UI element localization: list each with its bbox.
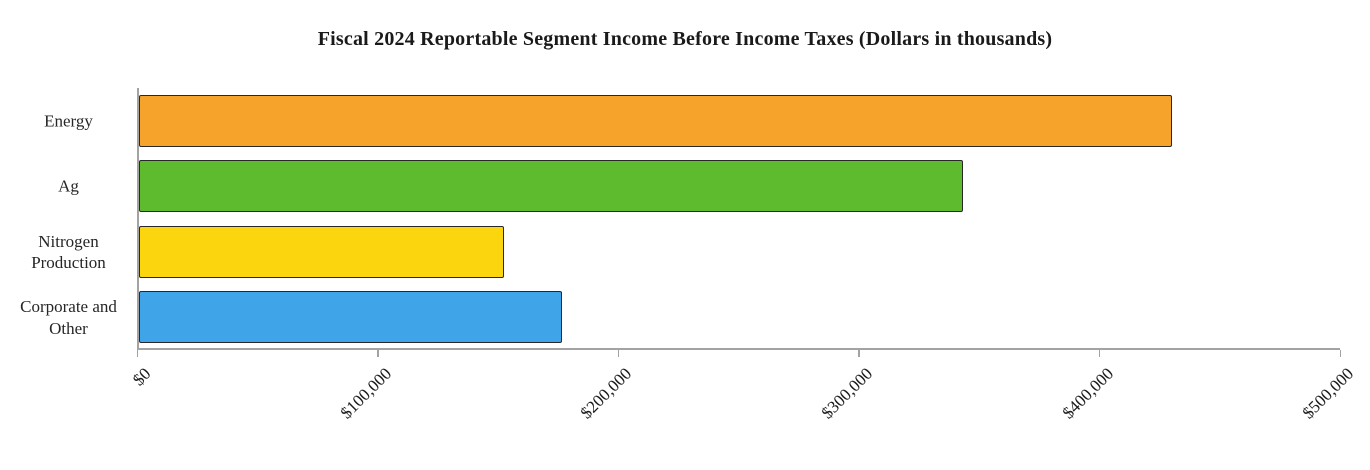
x-tick-label: $0 bbox=[128, 364, 155, 390]
x-tick-mark bbox=[377, 350, 379, 357]
x-tick-mark bbox=[1098, 350, 1101, 357]
x-tick-label: $400,000 bbox=[1058, 364, 1117, 423]
bar-energy bbox=[139, 94, 1172, 147]
x-tick-label: $500,000 bbox=[1298, 364, 1358, 423]
x-tick-mark bbox=[617, 350, 620, 357]
chart-title: Fiscal 2024 Reportable Segment Income Be… bbox=[317, 28, 1053, 50]
x-tick-mark bbox=[858, 350, 860, 357]
category-label-nitrogen-production: Nitrogen Production bbox=[31, 231, 106, 272]
x-tick-mark bbox=[136, 350, 138, 357]
category-label-corporate-and-other: Corporate and Other bbox=[20, 297, 117, 338]
x-tick-label: $200,000 bbox=[577, 364, 636, 423]
bar-nitrogen-production bbox=[139, 225, 505, 278]
x-tick-mark bbox=[1339, 350, 1341, 357]
category-label-ag: Ag bbox=[58, 176, 79, 196]
x-tick-label: $100,000 bbox=[336, 364, 396, 423]
x-axis: $0 $100,000 $200,000 $300,000 $400,000 $500,0… bbox=[129, 350, 1357, 470]
category-label-energy: Energy bbox=[44, 111, 93, 131]
x-tick-label: $300,000 bbox=[817, 364, 877, 423]
plot-area bbox=[137, 88, 1340, 350]
bar-ag bbox=[139, 160, 963, 213]
bar-corporate-and-other bbox=[139, 291, 562, 344]
